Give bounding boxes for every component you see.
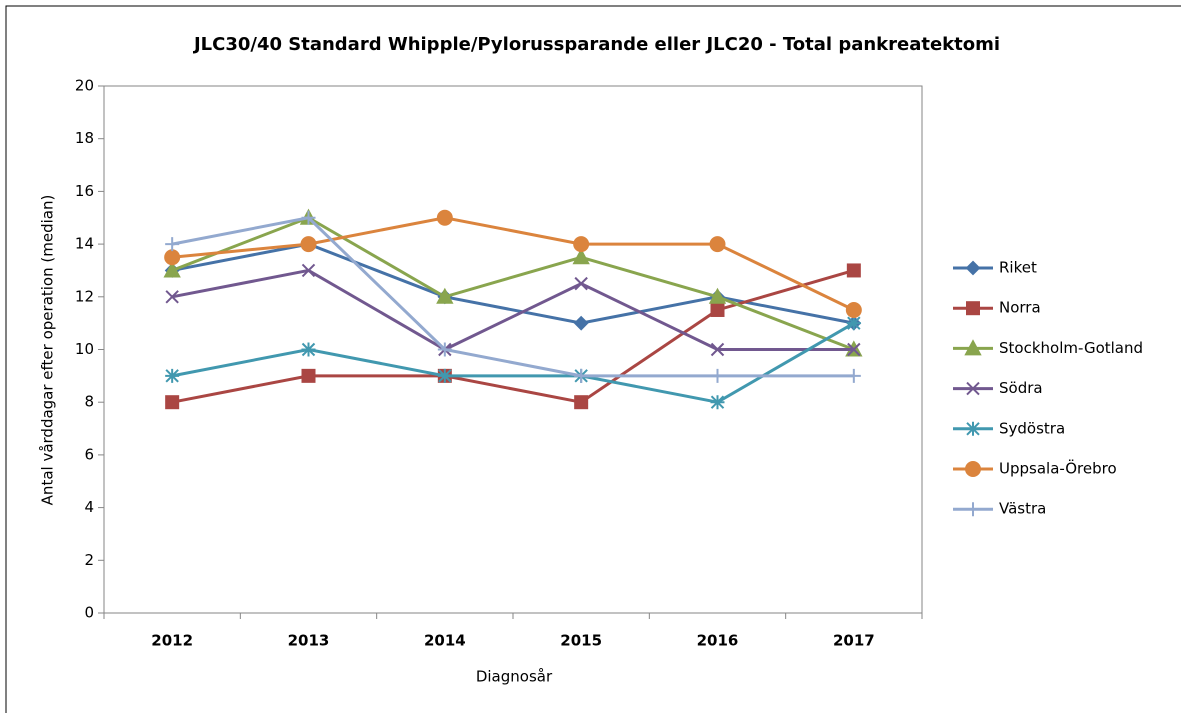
- data-point: [845, 301, 862, 318]
- y-tick-label: 2: [84, 551, 94, 569]
- data-point: [708, 287, 727, 304]
- legend-label: Västra: [999, 500, 1046, 518]
- data-point: [846, 368, 861, 383]
- x-tick-label: 2012: [151, 632, 193, 650]
- legend-label: Uppsala-Örebro: [999, 459, 1117, 478]
- legend-label: Riket: [999, 259, 1037, 277]
- data-point: [164, 249, 181, 266]
- series-line: [172, 216, 855, 312]
- series-line: [171, 242, 855, 325]
- data-point: [437, 368, 452, 383]
- y-tick-label: 18: [75, 129, 94, 147]
- legend-marker: [965, 260, 981, 276]
- legend-marker: [966, 381, 980, 396]
- data-point: [847, 342, 861, 357]
- data-point: [437, 342, 452, 357]
- y-tick-label: 14: [75, 235, 94, 253]
- legend-label: Stockholm-Gotland: [999, 339, 1143, 357]
- data-point: [709, 236, 726, 253]
- series-line: [171, 268, 854, 352]
- y-tick-label: 12: [75, 287, 94, 305]
- data-point: [574, 395, 589, 410]
- data-point: [710, 342, 725, 357]
- y-tick-label: 4: [84, 498, 94, 516]
- y-tick-label: 20: [75, 77, 94, 95]
- data-point: [574, 276, 588, 291]
- x-tick-label: 2017: [833, 632, 875, 650]
- legend-marker: [964, 339, 982, 356]
- x-tick-label: 2016: [697, 632, 739, 650]
- data-point: [573, 315, 589, 331]
- y-tick-label: 0: [84, 604, 94, 622]
- legend-marker: [965, 461, 981, 477]
- data-point: [846, 316, 861, 331]
- data-point: [846, 263, 861, 278]
- legend-label: Sydöstra: [999, 419, 1065, 437]
- data-point: [572, 248, 590, 265]
- data-point: [165, 395, 180, 410]
- legend-marker: [966, 502, 980, 517]
- data-point: [710, 302, 725, 317]
- y-tick-label: 16: [75, 182, 94, 200]
- x-tick-label: 2015: [560, 632, 602, 650]
- data-point: [574, 368, 589, 383]
- y-tick-label: 10: [75, 340, 94, 358]
- data-point: [300, 236, 317, 253]
- data-point: [301, 210, 316, 225]
- data-point: [710, 395, 725, 410]
- x-tick-label: 2014: [424, 632, 466, 650]
- chart-title: JLC30/40 Standard Whipple/Pylorussparand…: [192, 34, 1000, 55]
- data-point: [710, 368, 725, 383]
- data-point: [163, 261, 181, 278]
- data-point: [165, 237, 180, 252]
- legend-marker: [966, 301, 980, 316]
- series-line: [171, 216, 854, 378]
- series-line: [171, 216, 855, 351]
- y-tick-label: 8: [84, 393, 94, 411]
- y-tick-label: 6: [84, 445, 94, 463]
- series-line: [171, 269, 855, 404]
- data-point: [165, 368, 180, 383]
- data-point: [436, 287, 454, 304]
- legend-label: Norra: [999, 299, 1041, 317]
- legend-marker: [966, 421, 980, 436]
- frame: [5, 5, 1181, 713]
- data-point: [301, 263, 316, 278]
- series-line: [171, 321, 855, 404]
- data-point: [165, 290, 179, 304]
- x-tick-label: 2013: [288, 632, 330, 650]
- data-point: [301, 368, 316, 383]
- data-point: [436, 209, 453, 226]
- y-axis-label: Antal vårddagar efter operation (median): [39, 195, 57, 506]
- data-point: [573, 236, 590, 253]
- legend-label: Södra: [999, 379, 1043, 397]
- x-axis-label: Diagnosår: [476, 668, 553, 686]
- data-point: [301, 342, 316, 357]
